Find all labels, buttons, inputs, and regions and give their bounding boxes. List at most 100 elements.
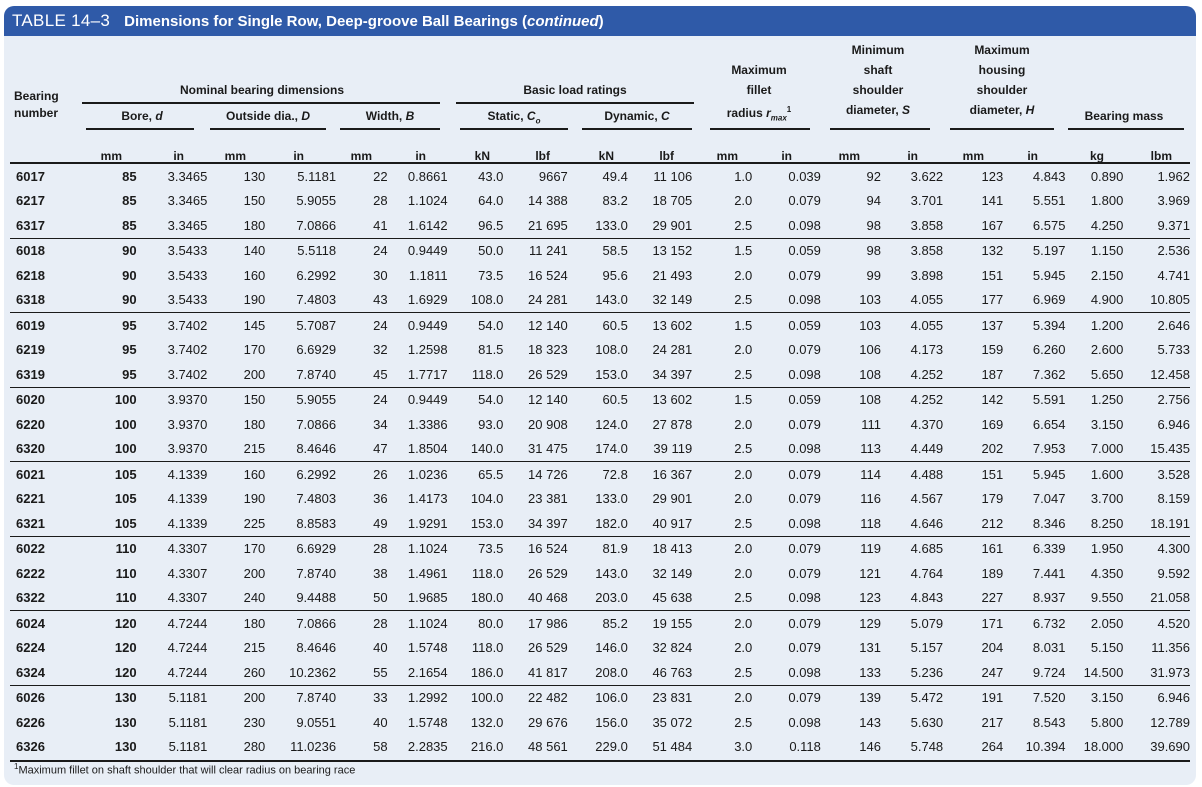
table-cell: 11 241: [503, 237, 568, 263]
table-cell: 1.9291: [407, 515, 448, 531]
table-cell: 28: [373, 193, 388, 209]
table-cell: 170: [243, 342, 266, 358]
table-cell: 8.8583: [296, 515, 337, 531]
table-cell: 1.9685: [407, 590, 448, 606]
table-cell: 142: [943, 386, 1004, 412]
table-cell: 6.2992: [296, 267, 337, 283]
table-cell: 20 908: [528, 416, 568, 432]
table-cell: 100: [114, 441, 137, 457]
table-cell: 8.346: [1032, 515, 1066, 531]
table-cell: 6317: [16, 217, 45, 233]
table-cell: 132: [943, 237, 1004, 263]
table-cell: 3.5433: [136, 237, 208, 263]
header-width: Width, B: [365, 109, 415, 123]
table-cell: 36: [373, 491, 388, 507]
table-cell: 0.098: [788, 714, 821, 730]
table-cell: 6021: [10, 461, 81, 487]
table-cell: 105: [114, 491, 137, 507]
table-cell: 145: [207, 312, 266, 338]
header-load-ratings: Basic load ratings: [523, 83, 627, 97]
table-cell: 5.394: [1003, 312, 1066, 338]
table-cell: 1.2598: [407, 342, 448, 358]
table-cell: 118.0: [471, 366, 504, 382]
table-title-bar: TABLE 14–3 Dimensions for Single Row, De…: [4, 6, 1196, 36]
table-cell: 189: [981, 565, 1004, 581]
table-cell: 190: [243, 292, 266, 308]
table-cell: 108.0: [470, 292, 504, 308]
table-cell: 1.1024: [387, 535, 448, 561]
table-cell: 1.1811: [408, 267, 448, 283]
table-cell: 7.953: [1032, 441, 1066, 457]
table-cell: 3.5433: [167, 267, 208, 283]
table-cell: 28: [336, 610, 388, 636]
table-cell: 95: [80, 312, 137, 338]
table-cell: 0.079: [788, 416, 821, 432]
header-rule-housing: [950, 128, 1054, 130]
table-cell: 12 140: [503, 386, 568, 412]
table-cell: 5.551: [1032, 193, 1066, 209]
table-cell: 6.2992: [265, 461, 337, 487]
table-cell: 143.0: [595, 292, 628, 308]
table-cell: 2.0: [734, 193, 753, 209]
table-cell: 26 529: [528, 640, 568, 656]
table-cell: 90: [80, 237, 137, 263]
table-cell: 3.701: [910, 193, 944, 209]
table-cell: 121: [859, 565, 881, 581]
table-cell: 6222: [16, 565, 45, 581]
table-cell: 9.592: [1157, 565, 1190, 581]
table-cell: 5.1181: [168, 714, 208, 730]
table-row: 6222 110 4.3307 200 7.8740 38 1.4961 118.0 26 52…: [10, 561, 1190, 586]
table-cell: 4.685: [880, 535, 944, 561]
unit-label: lbm: [1150, 149, 1172, 163]
table-cell: 18 413: [627, 535, 693, 561]
unit-label: lbf: [535, 149, 550, 163]
table-cell: 0.098: [788, 292, 821, 308]
table-cell: 2.0: [734, 565, 753, 581]
table-cell: 6.946: [1123, 684, 1190, 710]
table-cell: 200: [243, 565, 266, 581]
table-cell: 2.5: [734, 515, 753, 531]
table-cell: 2.0: [734, 267, 753, 283]
table-cell: 187: [981, 366, 1004, 382]
table-cell: 8.543: [1032, 714, 1066, 730]
table-cell: 0.079: [788, 342, 821, 358]
table-cell: 3.858: [910, 217, 944, 233]
table-cell: 24 281: [528, 292, 568, 308]
unit-label: lbf: [659, 149, 674, 163]
table-cell: 72.8: [567, 461, 628, 487]
table-cell: 40 917: [652, 515, 693, 531]
table-cell: 26: [336, 461, 388, 487]
table-cell: 4.252: [880, 386, 944, 412]
table-cell: 0.079: [788, 267, 821, 283]
table-cell: 141: [981, 193, 1004, 209]
table-cell: 1.5: [692, 312, 753, 338]
table-cell: 12 140: [503, 312, 568, 338]
unit-label: in: [907, 149, 918, 163]
table-cell: 4.449: [910, 441, 944, 457]
table-cell: 6220: [16, 416, 45, 432]
table-cell: 32 824: [652, 640, 693, 656]
table-cell: 106: [859, 342, 881, 358]
table-cell: 3.5433: [167, 292, 208, 308]
table-cell: 6218: [16, 267, 45, 283]
table-cell: 64.0: [478, 193, 504, 209]
table-cell: 5.733: [1157, 342, 1190, 358]
table-cell: 182.0: [595, 515, 628, 531]
table-cell: 18.191: [1150, 515, 1190, 531]
table-cell: 13 152: [627, 237, 693, 263]
header-outside-dia: Outside dia., D: [225, 109, 311, 123]
table-cell: 1.950: [1065, 535, 1124, 561]
table-top-rule: [10, 162, 1190, 164]
table-cell: 39 119: [653, 441, 693, 457]
table-cell: 60.5: [567, 312, 628, 338]
table-row: 6022 110 4.3307 170 6.6929 28 1.1024 73.5 16 524…: [10, 535, 1190, 561]
unit-label: in: [781, 149, 792, 163]
table-cell: 2.0: [692, 461, 753, 487]
table-cell: 2.5: [734, 590, 753, 606]
table-cell: 0.039: [788, 168, 821, 184]
table-cell: 5.945: [1003, 461, 1066, 487]
table-cell: 160: [243, 267, 266, 283]
header-housing-shoulder: Maximum housing shoulder diameter, H: [969, 43, 1035, 117]
unit-label: mm: [350, 149, 372, 163]
table-cell: 40: [373, 714, 388, 730]
